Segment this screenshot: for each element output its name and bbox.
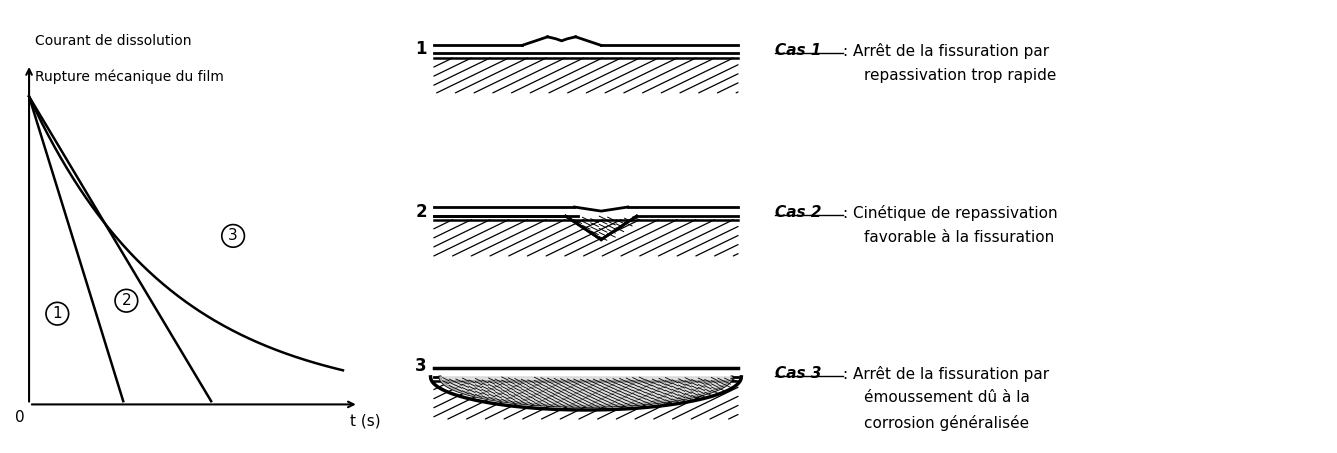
Text: favorable à la fissuration: favorable à la fissuration [864,230,1055,245]
Text: Rupture mécanique du film: Rupture mécanique du film [35,70,225,84]
Text: Cas 2: Cas 2 [775,205,822,220]
Text: repassivation trop rapide: repassivation trop rapide [864,68,1056,83]
Polygon shape [440,377,731,406]
Text: 2: 2 [414,202,427,221]
Text: Cas 1: Cas 1 [775,43,822,58]
Text: Courant de dissolution: Courant de dissolution [35,34,191,48]
Text: émoussement dû à la: émoussement dû à la [864,390,1031,405]
Text: 2: 2 [122,293,131,308]
Text: t (s): t (s) [350,413,380,428]
Text: : Cinétique de repassivation: : Cinétique de repassivation [842,205,1058,221]
Text: 1: 1 [414,40,427,58]
Text: : Arrêt de la fissuration par: : Arrêt de la fissuration par [842,366,1050,381]
Text: 3: 3 [229,228,238,243]
Text: Cas 3: Cas 3 [775,366,822,381]
Text: 3: 3 [414,357,427,375]
Text: : Arrêt de la fissuration par: : Arrêt de la fissuration par [842,43,1050,59]
Text: 0: 0 [15,410,24,425]
Text: corrosion généralisée: corrosion généralisée [864,415,1029,431]
Text: 1: 1 [52,306,62,321]
